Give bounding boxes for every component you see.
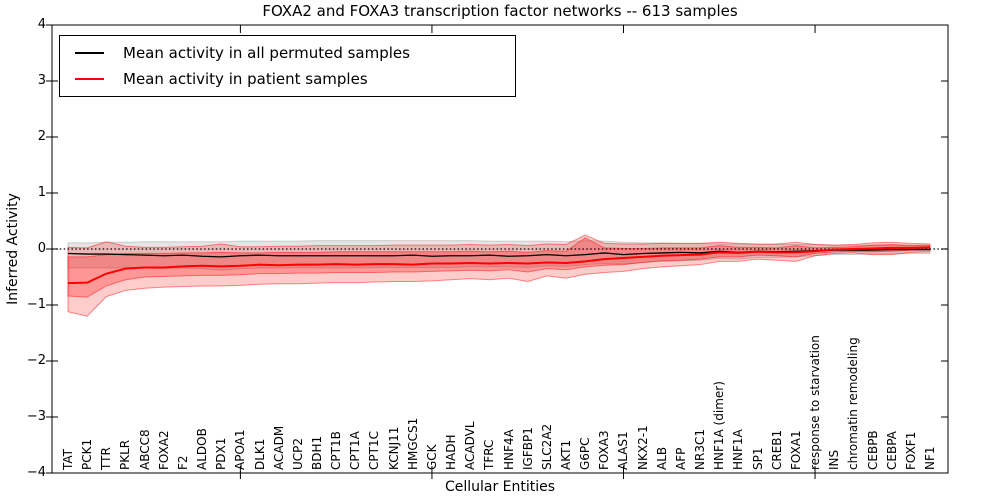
- x-tick-label: CPT1A: [348, 431, 363, 470]
- x-tick-label: G6PC: [578, 437, 593, 470]
- x-tick-label: ALAS1: [616, 431, 631, 470]
- black-line-swatch: [75, 52, 104, 54]
- x-tick-label: CEBPA: [884, 431, 899, 470]
- x-tick-label: ACADVL: [463, 421, 478, 470]
- x-tick-label: KCNJ11: [386, 426, 401, 470]
- x-tick-label: AFP: [673, 447, 688, 470]
- y-tick-label: −4: [26, 465, 46, 480]
- x-tick-label: ALB: [654, 446, 669, 470]
- x-tick-label: GCK: [424, 444, 439, 470]
- x-tick-label: PCK1: [80, 438, 95, 470]
- y-tick-label: −3: [26, 409, 46, 424]
- x-tick-label: TAT: [61, 448, 75, 470]
- x-tick-label: FOXA1: [788, 430, 803, 470]
- x-tick-label: HMGCS1: [405, 417, 420, 470]
- red-line-swatch: [75, 78, 104, 80]
- x-tick-label: CPT1B: [329, 431, 344, 470]
- x-tick-label: NKX2-1: [635, 425, 650, 470]
- y-tick-label: 0: [37, 241, 46, 256]
- legend-label-permuted: Mean activity in all permuted samples: [123, 44, 410, 62]
- x-tick-label: HADH: [444, 434, 459, 471]
- x-tick-label: INS: [827, 449, 842, 470]
- x-tick-label: TFRC: [482, 439, 497, 470]
- x-tick-label: F2: [175, 455, 190, 470]
- x-tick-label: HNF4A: [501, 429, 516, 470]
- x-tick-label: NR3C1: [693, 429, 708, 470]
- legend-entry-permuted: Mean activity in all permuted samples: [60, 44, 515, 62]
- legend-label-patient: Mean activity in patient samples: [123, 70, 368, 88]
- y-tick-label: −1: [26, 297, 46, 312]
- x-tick-label: PKLR: [118, 439, 133, 470]
- y-tick-label: 1: [37, 185, 46, 200]
- x-tick-label: HNF1A: [731, 429, 746, 470]
- y-tick-label: 2: [37, 129, 46, 144]
- x-tick-label: PDX1: [214, 437, 229, 470]
- y-tick-label: 4: [37, 17, 46, 32]
- x-tick-label: FOXF1: [903, 431, 918, 470]
- x-tick-label: NF1: [922, 446, 937, 470]
- x-tick-label: ALDOB: [195, 428, 210, 470]
- x-tick-label: TTR: [99, 447, 114, 470]
- x-tick-label: UCP2: [290, 437, 305, 470]
- x-tick-label: DLK1: [252, 438, 267, 470]
- x-tick-label: SP1: [750, 447, 765, 471]
- legend: Mean activity in all permuted samples Me…: [59, 35, 516, 97]
- x-tick-label: HNF1A (dimer): [712, 381, 727, 470]
- x-tick-label: CEBPB: [865, 430, 880, 470]
- x-tick-label: CREB1: [769, 429, 784, 470]
- x-tick-label: FOXA3: [597, 430, 612, 470]
- x-tick-label: chromatin remodeling: [846, 337, 861, 470]
- x-axis-label: Cellular Entities: [444, 479, 556, 495]
- y-tick-label: 3: [37, 73, 46, 88]
- x-tick-label: IGFBP1: [520, 427, 535, 470]
- x-tick-label: SLC2A2: [539, 423, 554, 470]
- chart-title: FOXA2 and FOXA3 transcription factor net…: [262, 2, 738, 20]
- x-tick-label: APOA1: [233, 429, 248, 470]
- x-tick-label: FOXA2: [156, 430, 171, 470]
- x-tick-label: BDH1: [310, 435, 324, 470]
- y-tick-label: −2: [26, 353, 46, 368]
- x-tick-label: AKT1: [559, 439, 574, 470]
- patient-mean-line: [67, 246, 931, 285]
- legend-entry-patient: Mean activity in patient samples: [60, 70, 515, 88]
- x-tick-label: CPT1C: [367, 431, 382, 470]
- x-tick-label: response to starvation: [808, 335, 823, 470]
- x-tick-label: ABCC8: [137, 429, 152, 470]
- x-tick-label: ACADM: [271, 425, 286, 470]
